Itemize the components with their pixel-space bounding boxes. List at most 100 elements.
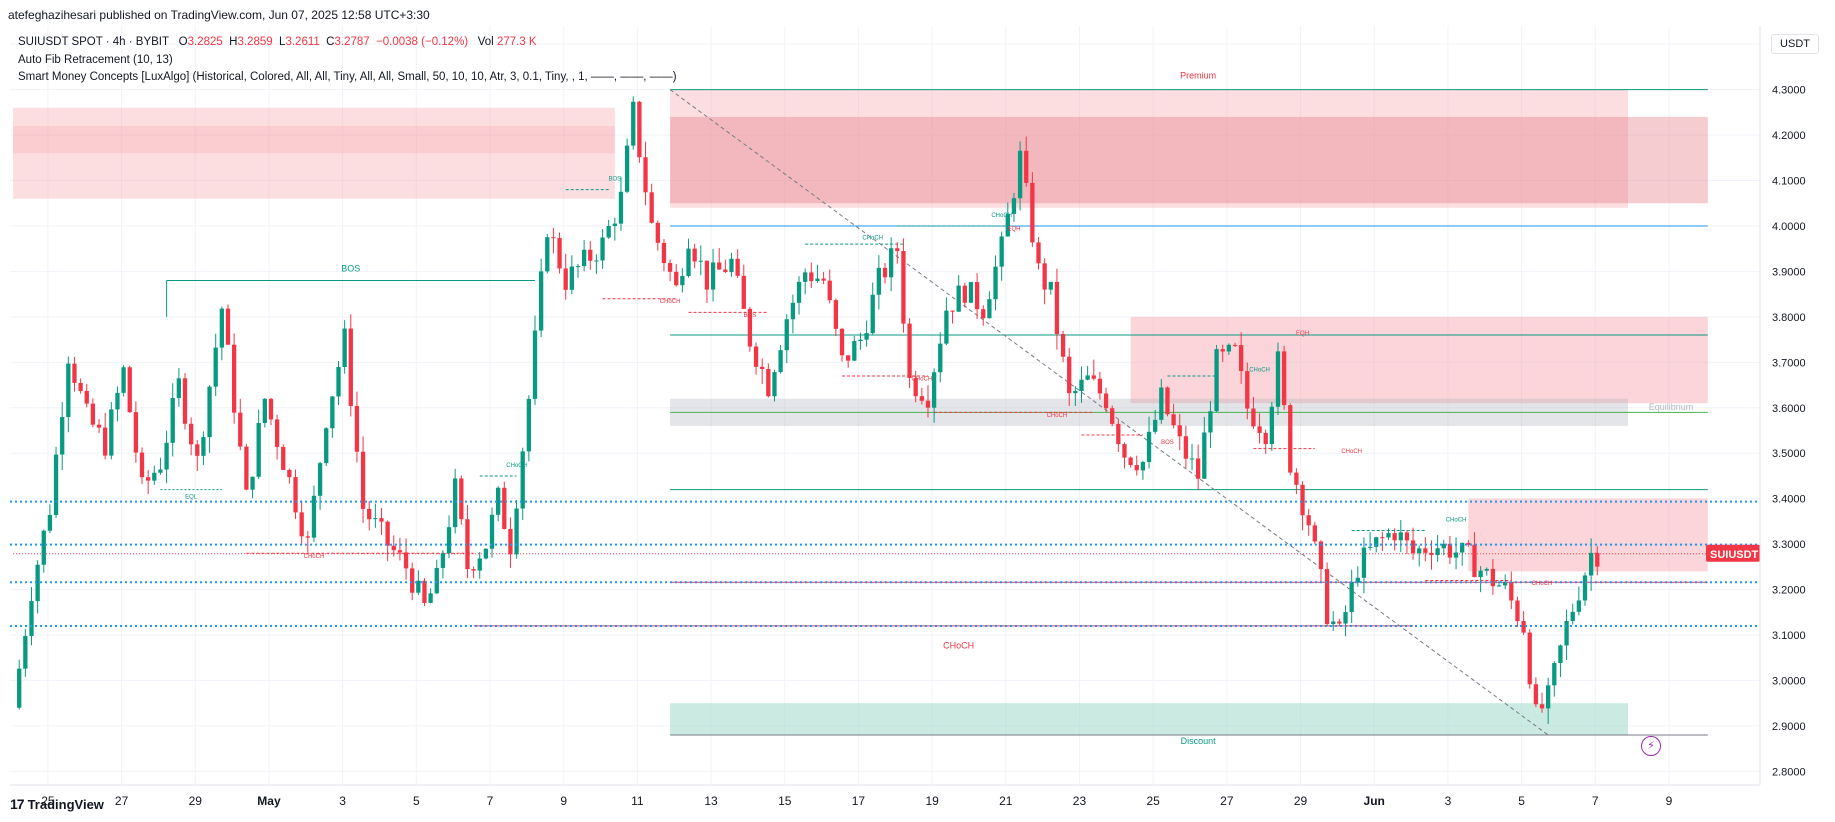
candle-down [723,269,728,273]
candle-up [109,409,114,456]
candle-down [195,444,200,456]
candle-down [1128,457,1133,466]
eql-label: EQL [185,495,198,501]
candle-up [870,294,875,334]
candle-up [1398,532,1403,541]
candle-up [66,363,71,418]
candle-down [139,452,145,478]
candle-up [152,472,157,481]
candle-down [1238,345,1244,372]
x-tick-label: 15 [778,794,792,808]
choch-label: CHoCH [912,377,933,383]
candle-down [981,309,986,319]
candle-down [717,262,722,270]
candle-up [575,266,581,268]
ohlc-row: SUIUSDT SPOT · 4h · BYBIT O3.2825 H3.285… [18,34,677,52]
candle-down [925,400,931,408]
candle-up [956,285,961,312]
candle-up [47,514,53,531]
x-tick-label: 9 [1666,794,1673,808]
candle-down [133,412,139,453]
indicator-smc[interactable]: Smart Money Concepts [LuxAlgo] (Historic… [18,71,677,83]
change-value: −0.0038 (−0.12%) [376,36,469,48]
candle-down [809,272,814,282]
close-label: C [326,36,335,48]
candle-down [410,568,415,593]
candle-up [624,145,630,192]
candle-down [913,378,918,397]
eqh-label: EQH [1007,227,1020,233]
indicator-fib[interactable]: Auto Fib Retracement (10, 13) [18,53,173,66]
candle-down [1054,281,1060,335]
candle-up [1005,213,1010,237]
close-value: 3.2787 [334,36,370,48]
candle-up [262,398,267,423]
y-tick-label: 4.0000 [1772,221,1806,233]
choch-label: CHoCH [1341,449,1362,455]
candle-up [1441,543,1446,549]
candle-down [1220,349,1225,352]
candle-up [618,191,624,224]
open-label: O [178,36,188,48]
volume-value: 277.3 K [496,36,537,48]
candle-up [416,580,421,593]
candle-up [1484,568,1489,571]
candle-up [1564,621,1569,646]
smc-labels: Premium Discount Equilibrium BOS BOS BOS BOS CH… [185,70,1693,746]
candle-down [974,282,980,310]
candle-up [1546,685,1551,709]
candle-up [60,417,65,455]
candle-down [90,403,96,425]
candle-up [446,527,452,554]
candle-up [1349,582,1354,613]
currency-button[interactable]: USDT [1771,34,1819,54]
bos-label-major: BOS [341,263,360,273]
candle-down [274,419,280,447]
x-tick-label: Jun [1364,794,1385,808]
symbol-label[interactable]: SUIUSDT SPOT · 4h · BYBIT [18,36,170,48]
candle-down [1472,544,1477,578]
candle-up [876,267,882,295]
candle-up [1189,458,1195,460]
candle-down [1165,387,1170,415]
x-tick-label: 9 [560,794,567,808]
candle-up [1208,411,1213,433]
candle-down [379,518,384,522]
y-tick-label: 3.8000 [1772,312,1806,324]
candle-down [1380,537,1385,539]
candle-down [1024,150,1029,183]
low-label: L [279,36,286,48]
candle-up [569,266,574,290]
candle-down [1337,621,1342,624]
candle-down [1245,371,1250,409]
candle-up [612,223,617,227]
candle-up [803,272,808,282]
candle-up [1460,542,1465,553]
discount-label: Discount [1181,736,1217,746]
candle-down [1423,548,1428,553]
choch-label-major: CHoCH [943,641,974,651]
candle-down [1263,432,1268,445]
candle-up [489,514,495,549]
candle-up [993,266,998,300]
candle-up [784,319,789,351]
alert-bolt-icon[interactable]: ⚡ [1641,736,1661,756]
candle-down [360,451,366,509]
candle-up [1496,585,1502,587]
symbol-tag-bg [1706,544,1760,562]
candle-down [1232,344,1238,346]
candle-down [72,363,77,383]
candle-down [96,424,102,428]
supply-zone-left-core [13,125,615,154]
discount-zone [670,703,1628,736]
candle-up [1386,533,1391,538]
candle-up [342,328,347,368]
candle-up [931,372,937,408]
x-tick-label: 7 [487,794,494,808]
candle-up [41,530,46,565]
candle-up [1576,600,1582,612]
candle-up [121,367,126,393]
x-tick-label: 13 [704,794,718,808]
candle-up [256,422,261,477]
